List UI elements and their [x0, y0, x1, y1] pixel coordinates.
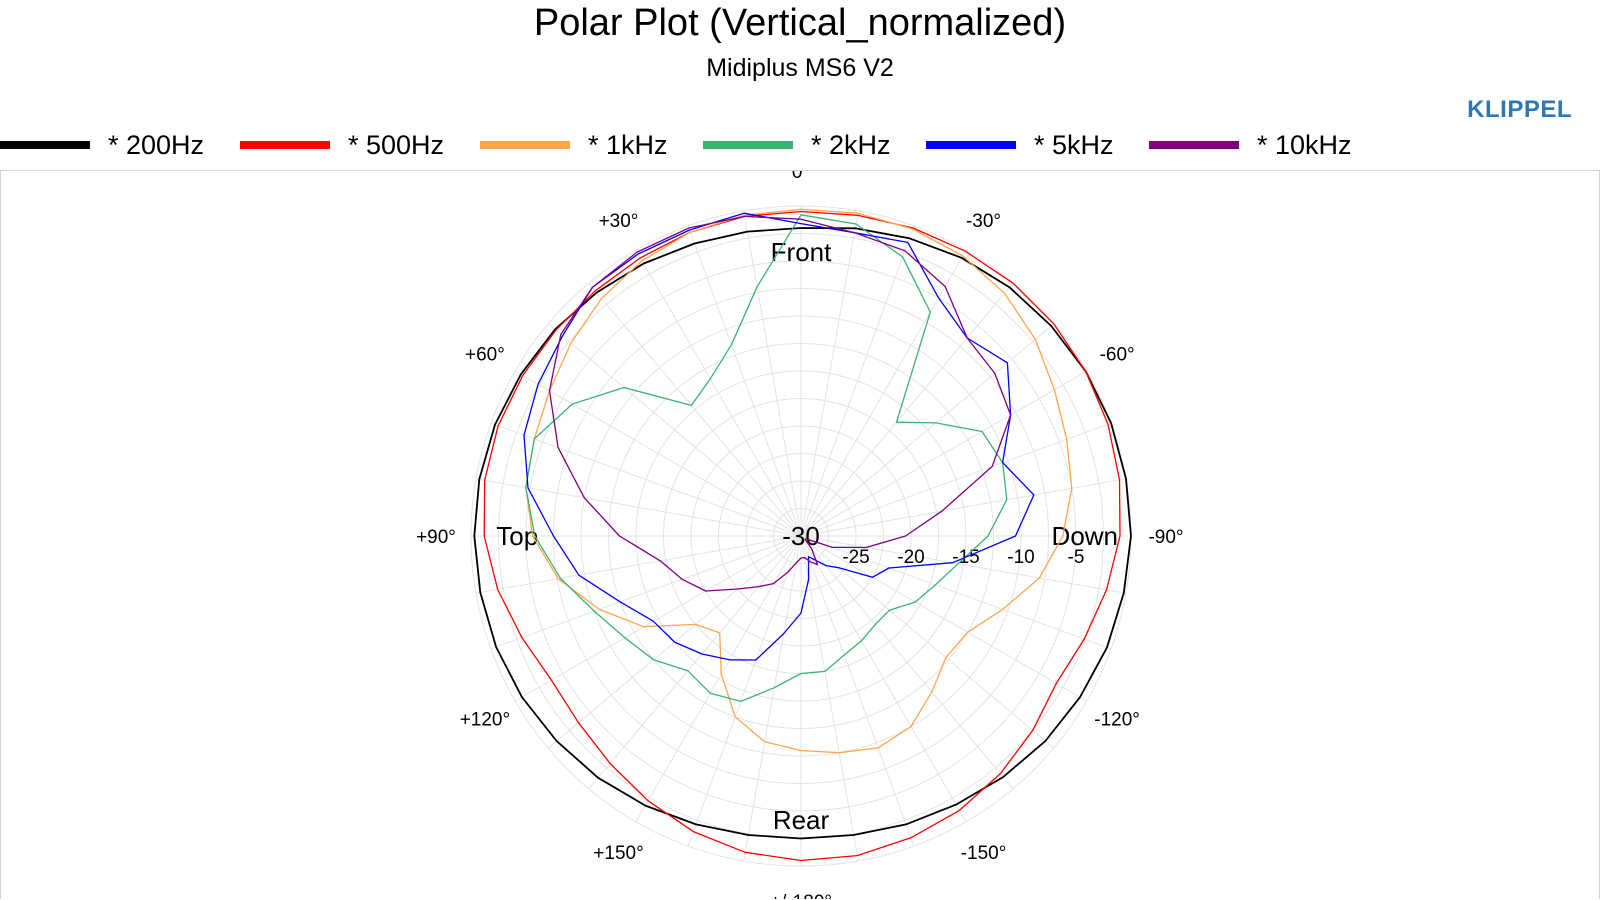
grid-spoke: [635, 249, 802, 537]
grid-spoke: [800, 370, 1088, 537]
angle-label: +150°: [593, 843, 643, 864]
region-label: Front: [771, 237, 832, 267]
grid-spoke: [800, 535, 859, 862]
grid-spoke: [514, 370, 802, 537]
legend-item[interactable]: * 2kHz: [703, 128, 891, 162]
grid-spoke: [490, 535, 802, 650]
radial-tick-label: -20: [897, 547, 924, 568]
grid-spoke: [800, 210, 859, 537]
legend-item[interactable]: * 1kHz: [480, 128, 668, 162]
grid-spoke: [800, 535, 1127, 594]
grid-spoke: [800, 535, 915, 847]
chart-subtitle: Midiplus MS6 V2: [706, 54, 894, 82]
angle-label: +60°: [465, 345, 505, 366]
legend-swatch: [703, 141, 793, 149]
series-line: [548, 215, 1012, 592]
chart-legend: * 200Hz * 500Hz * 1kHz * 2kHz * 5kHz * 10kHz: [0, 128, 1600, 162]
radial-tick-label: -30: [782, 521, 820, 551]
legend-swatch: [240, 141, 330, 149]
grid-spoke: [743, 535, 802, 862]
legend-label: * 5kHz: [1034, 129, 1114, 160]
legend-swatch: [0, 141, 90, 149]
brand-logo: KLIPPEL: [1467, 96, 1572, 123]
legend-item[interactable]: * 200Hz: [0, 128, 204, 162]
grid-spoke: [687, 535, 802, 847]
grid-spoke: [800, 535, 1014, 790]
legend-label: * 1kHz: [588, 129, 668, 160]
legend-swatch: [926, 141, 1016, 149]
grid-spoke: [475, 535, 802, 594]
grid-spoke: [514, 535, 802, 702]
region-label: Rear: [773, 805, 830, 835]
grid-spoke: [800, 535, 1112, 650]
grid-spoke: [800, 282, 1014, 537]
grid-spoke: [588, 282, 802, 537]
plot-area: Front Down Rear Top -30 -25 -20 -15 -10 -5 0° -30° -…: [0, 170, 1600, 899]
region-label: Down: [1052, 521, 1118, 551]
grid-spoke: [800, 323, 1055, 537]
grid-spoke: [800, 225, 915, 537]
legend-item[interactable]: * 500Hz: [240, 128, 444, 162]
angle-label: -30°: [966, 211, 1001, 232]
grid-spoke: [490, 422, 802, 537]
legend-item[interactable]: * 10kHz: [1149, 128, 1352, 162]
series-line: [525, 214, 1008, 703]
grid-spoke: [588, 535, 802, 790]
angle-label: +30°: [599, 211, 639, 232]
angle-label: -150°: [961, 843, 1007, 864]
radial-tick-label: -5: [1068, 547, 1085, 568]
radial-tick-label: -10: [1007, 547, 1034, 568]
angle-label: +120°: [460, 710, 510, 731]
grid-spoke: [800, 535, 1055, 749]
legend-swatch: [1149, 141, 1239, 149]
legend-label: * 2kHz: [811, 129, 891, 160]
radial-tick-label: -25: [842, 547, 869, 568]
series-line: [483, 210, 1121, 862]
grid-spoke: [800, 535, 1088, 702]
angle-label: -120°: [1094, 710, 1140, 731]
angle-label: -60°: [1100, 345, 1135, 366]
angle-label: -90°: [1148, 527, 1183, 548]
grid-spoke: [547, 323, 802, 537]
grid-spoke: [475, 478, 802, 537]
grid-spoke: [687, 225, 802, 537]
legend-item[interactable]: * 5kHz: [926, 128, 1114, 162]
grid-spoke: [800, 535, 967, 823]
chart-title: Polar Plot (Vertical_normalized): [533, 2, 1067, 44]
legend-label: * 500Hz: [348, 129, 445, 160]
region-label: Top: [496, 521, 538, 551]
legend-swatch: [480, 141, 570, 149]
legend-label: * 200Hz: [108, 129, 205, 160]
legend-label: * 10kHz: [1257, 129, 1352, 160]
grid-spoke: [743, 210, 802, 537]
angle-label: +90°: [416, 527, 456, 548]
angle-label: 0°: [792, 171, 810, 183]
grid-spoke: [800, 422, 1112, 537]
angle-label: +/-180°: [770, 892, 832, 899]
